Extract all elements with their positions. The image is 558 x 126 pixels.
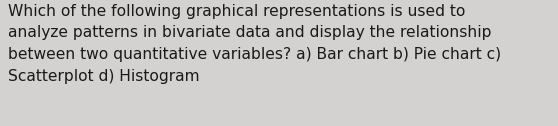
Text: Which of the following graphical representations is used to
analyze patterns in : Which of the following graphical represe…: [8, 4, 502, 84]
